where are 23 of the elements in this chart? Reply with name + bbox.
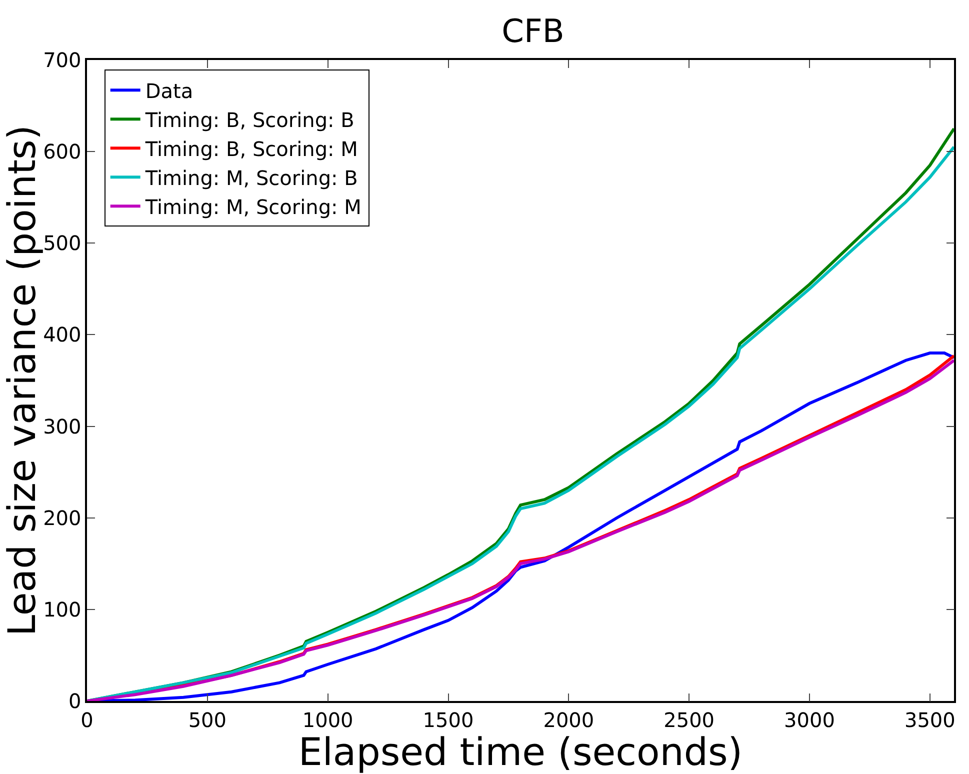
- x-tick-label: 500: [188, 708, 227, 732]
- legend-label: Timing: B, Scoring: B: [144, 108, 354, 132]
- y-tick-label: 200: [43, 506, 82, 530]
- y-tick-label: 300: [43, 414, 82, 438]
- x-tick-label: 3000: [784, 708, 835, 732]
- y-tick-label: 700: [43, 48, 82, 72]
- chart-title: CFB: [502, 12, 564, 50]
- y-tick-label: 400: [43, 322, 82, 347]
- y-axis-title: Lead size variance (points): [0, 124, 44, 636]
- y-tick-label: 100: [43, 597, 82, 622]
- y-tick-label: 500: [43, 231, 82, 256]
- x-tick-label: 2000: [543, 708, 594, 732]
- x-tick-label: 2500: [664, 708, 715, 732]
- legend-label: Timing: M, Scoring: B: [144, 166, 358, 190]
- legend-label: Data: [145, 78, 194, 103]
- legend-label: Timing: M, Scoring: M: [144, 194, 362, 219]
- y-tick-label: 600: [43, 140, 82, 164]
- x-tick-label: 3500: [904, 708, 956, 732]
- y-tick-label: 0: [68, 689, 82, 713]
- x-axis-title: Elapsed time (seconds): [298, 730, 743, 774]
- x-tick-label: 1500: [422, 708, 474, 732]
- x-tick-label: 1000: [302, 708, 354, 732]
- legend-label: Timing: B, Scoring: M: [144, 136, 358, 161]
